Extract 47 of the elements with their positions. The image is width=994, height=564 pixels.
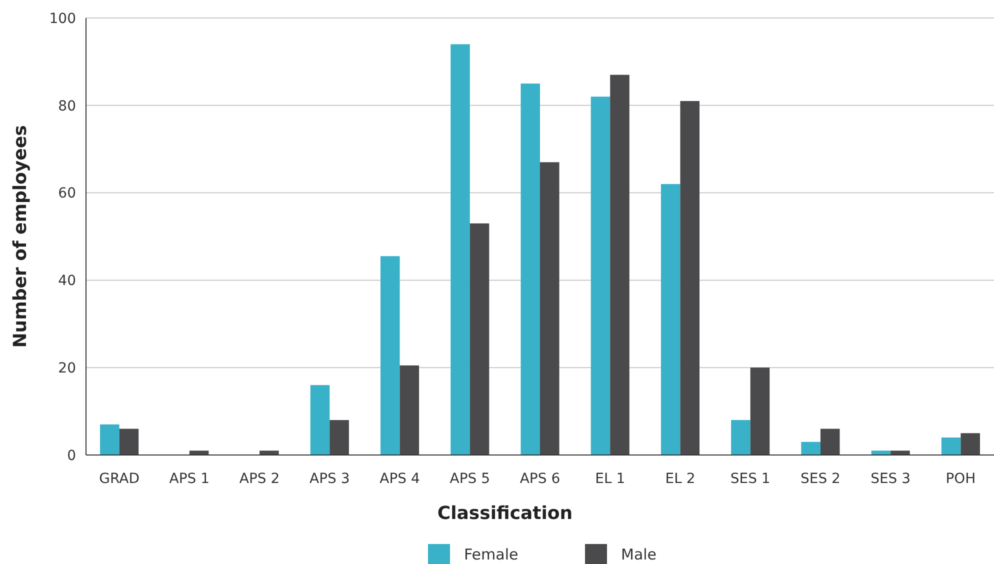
x-tick-label: SES 2 bbox=[800, 471, 840, 487]
bar bbox=[119, 428, 139, 455]
bar bbox=[750, 368, 770, 455]
x-tick-label: SES 3 bbox=[870, 471, 911, 487]
legend-label: Female bbox=[464, 545, 518, 564]
bar bbox=[470, 223, 490, 455]
x-axis-title: Classification bbox=[437, 503, 573, 524]
bar bbox=[380, 256, 400, 455]
x-tick-label: APS 6 bbox=[520, 471, 560, 487]
y-tick-label: 40 bbox=[58, 273, 76, 290]
bar bbox=[310, 385, 330, 455]
x-tick-label: POH bbox=[946, 471, 976, 487]
bar bbox=[731, 420, 750, 455]
bar bbox=[871, 450, 891, 455]
bar bbox=[260, 450, 279, 455]
x-tick-label: APS 4 bbox=[380, 471, 420, 487]
x-tick-label: APS 5 bbox=[450, 471, 490, 487]
x-tick-label: SES 1 bbox=[730, 471, 770, 487]
bar bbox=[660, 184, 680, 455]
bar bbox=[680, 101, 700, 455]
bar bbox=[801, 442, 820, 455]
y-tick-label: 0 bbox=[67, 448, 76, 464]
legend-label: Male bbox=[621, 545, 657, 564]
bar bbox=[590, 96, 610, 455]
x-tick-label: GRAD bbox=[99, 471, 140, 487]
x-tick-label: APS 2 bbox=[239, 471, 280, 487]
bar bbox=[189, 450, 209, 455]
bar bbox=[890, 450, 910, 455]
y-tick-label: 80 bbox=[58, 98, 76, 114]
y-axis-title: Number of employees bbox=[10, 125, 31, 348]
bar bbox=[540, 162, 560, 455]
bar bbox=[960, 433, 980, 455]
x-tick-label: APS 3 bbox=[310, 471, 350, 487]
bar bbox=[820, 428, 840, 455]
bar bbox=[400, 365, 420, 455]
bar bbox=[450, 44, 470, 455]
bar bbox=[941, 438, 961, 455]
x-tick-label: EL 1 bbox=[595, 471, 626, 487]
bar bbox=[100, 424, 120, 455]
y-tick-label: 100 bbox=[49, 10, 76, 27]
bar bbox=[520, 84, 540, 455]
bar bbox=[610, 74, 630, 455]
x-tick-label: APS 1 bbox=[169, 471, 210, 487]
y-tick-label: 60 bbox=[58, 186, 76, 202]
bar bbox=[330, 420, 349, 455]
x-tick-label: EL 2 bbox=[665, 471, 696, 487]
y-tick-label: 20 bbox=[58, 360, 76, 376]
